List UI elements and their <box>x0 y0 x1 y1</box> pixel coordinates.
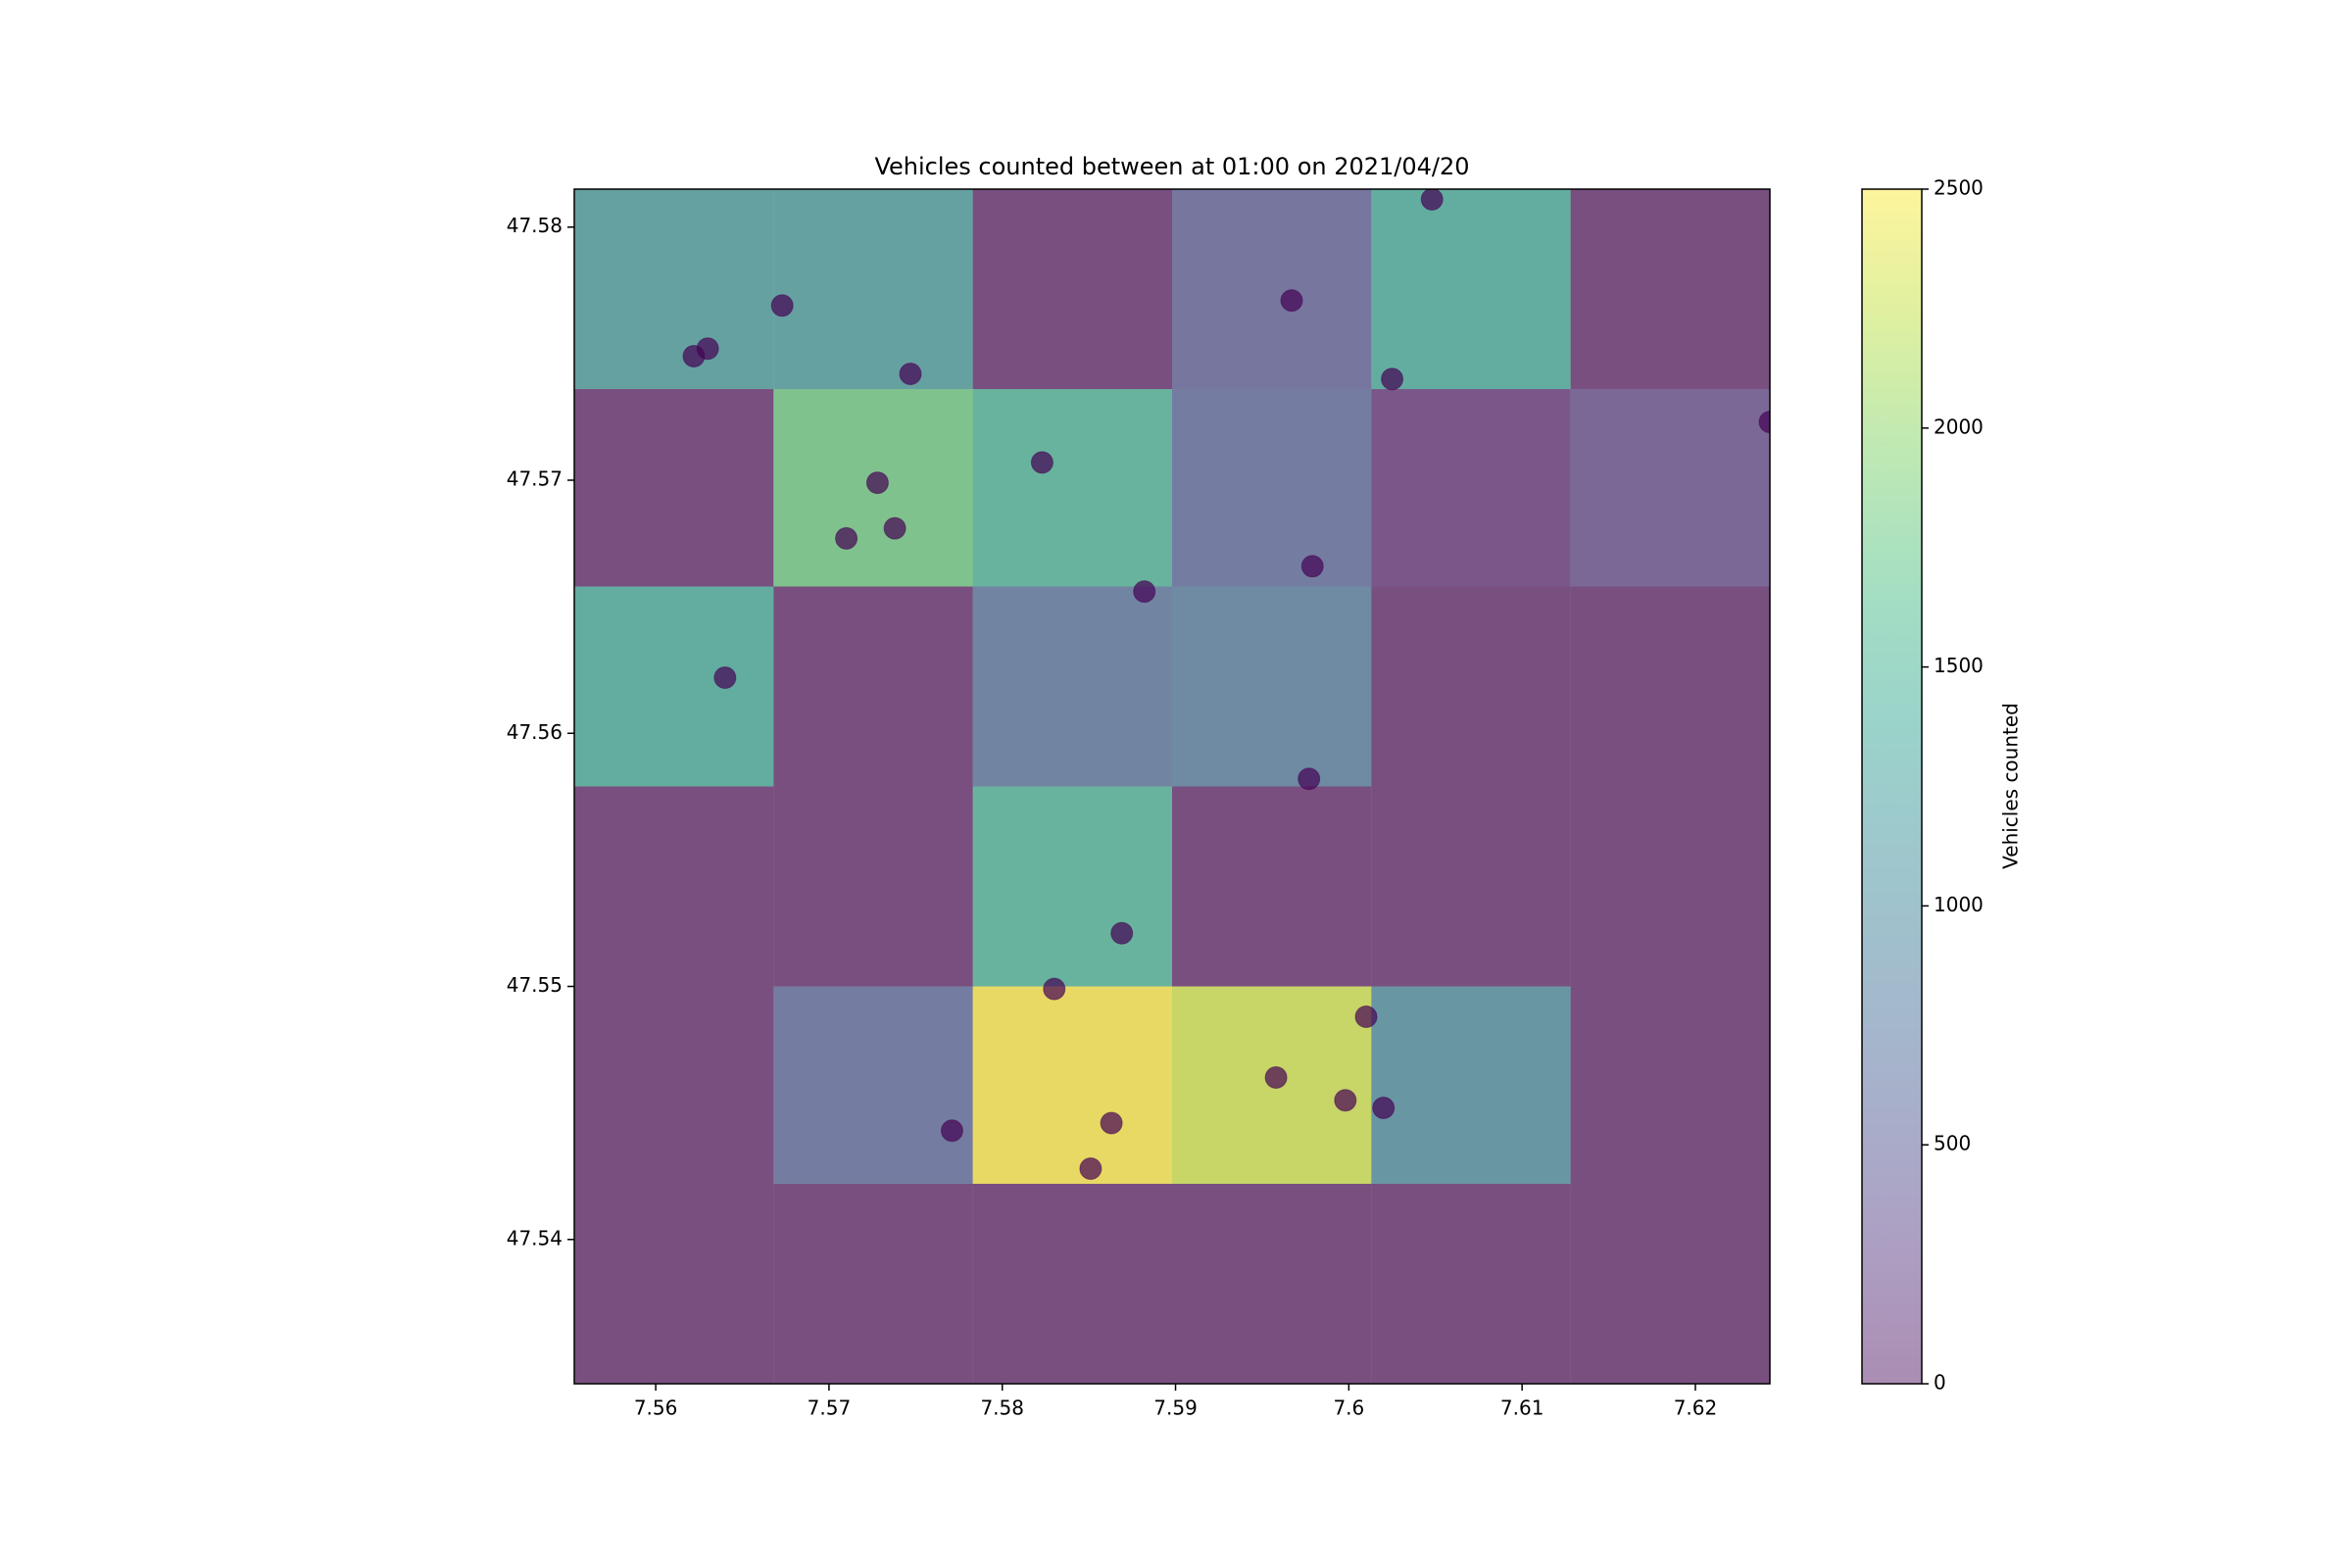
heat-cell <box>1172 389 1372 587</box>
chart-title: Vehicles counted between at 01:00 on 202… <box>874 153 1469 180</box>
sensor-point <box>1354 1005 1378 1029</box>
heat-cell <box>1371 586 1571 787</box>
sensor-point <box>1030 451 1054 474</box>
heat-cell <box>1172 786 1372 987</box>
sensor-point <box>899 363 922 386</box>
x-tick-label: 7.58 <box>980 1396 1024 1420</box>
sensor-point <box>1079 1156 1102 1180</box>
heat-cell <box>574 1183 774 1384</box>
heat-cell <box>773 586 973 787</box>
sensor-point <box>1420 189 1444 211</box>
plot-area <box>574 189 1770 1384</box>
y-tick-label: 47.57 <box>507 467 563 491</box>
sensor-point <box>682 344 706 368</box>
heat-cell <box>1371 1183 1571 1384</box>
colorbar-tick-label: 1500 <box>1934 654 1984 677</box>
sensor-point <box>1110 921 1134 945</box>
heat-cell <box>972 786 1172 987</box>
sensor-point <box>1334 1089 1357 1112</box>
heat-cell <box>574 189 774 390</box>
x-tick-label: 7.6 <box>1333 1396 1364 1420</box>
sensor-point <box>1758 411 1770 434</box>
colorbar-tick-label: 2000 <box>1934 415 1984 438</box>
heat-cell <box>574 786 774 987</box>
heat-cell <box>773 1183 973 1384</box>
x-tick-label: 7.56 <box>634 1396 678 1420</box>
sensor-point <box>713 665 737 689</box>
heat-cell <box>1172 586 1372 787</box>
heat-cell <box>574 986 774 1184</box>
sensor-point <box>1280 289 1303 313</box>
sensor-point <box>1372 1096 1396 1119</box>
heat-cell <box>1570 786 1770 987</box>
heat-cell <box>972 389 1172 587</box>
sensor-point <box>835 526 858 550</box>
heat-cell <box>1371 786 1571 987</box>
colorbar-label: Vehicles counted <box>1999 703 2023 869</box>
heat-cell <box>773 786 973 987</box>
heat-cell <box>972 586 1172 787</box>
sensor-point <box>1100 1111 1123 1135</box>
colorbar <box>1861 188 1923 1385</box>
x-tick-label: 7.57 <box>808 1396 852 1420</box>
heat-cell <box>1570 189 1770 390</box>
sensor-point <box>770 294 794 318</box>
heat-cell <box>1172 1183 1372 1384</box>
heat-cell <box>1371 389 1571 587</box>
colorbar-tick-label: 500 <box>1934 1132 1971 1155</box>
sensor-point <box>865 471 889 495</box>
colorbar-tick-label: 0 <box>1934 1371 1946 1395</box>
colorbar-tick-label: 2500 <box>1934 176 1984 200</box>
heat-cell <box>773 986 973 1184</box>
sensor-point <box>940 1119 963 1143</box>
heat-cell <box>972 189 1172 390</box>
heat-cell <box>1371 189 1571 390</box>
sensor-point <box>1264 1066 1288 1090</box>
heat-cell <box>1371 986 1571 1184</box>
sensor-point <box>1381 368 1404 391</box>
heat-cell <box>1570 986 1770 1184</box>
heat-cell <box>574 389 774 587</box>
sensor-point <box>1300 555 1324 578</box>
heat-cell <box>1570 389 1770 587</box>
x-tick-label: 7.61 <box>1500 1396 1544 1420</box>
heat-cell <box>1570 586 1770 787</box>
heat-cell <box>773 189 973 390</box>
y-tick-label: 47.58 <box>507 214 563 237</box>
sensor-point <box>1043 977 1066 1001</box>
heat-cell <box>1570 1183 1770 1384</box>
sensor-point <box>883 516 906 540</box>
x-tick-label: 7.59 <box>1153 1396 1198 1420</box>
y-tick-label: 47.56 <box>507 720 563 744</box>
colorbar-tick-label: 1000 <box>1934 893 1984 916</box>
x-tick-label: 7.62 <box>1674 1396 1718 1420</box>
heat-cell <box>972 986 1172 1184</box>
heat-cell <box>1172 189 1372 390</box>
y-tick-label: 47.55 <box>507 973 563 997</box>
sensor-point <box>1298 767 1321 791</box>
heat-cell <box>972 1183 1172 1384</box>
y-tick-label: 47.54 <box>507 1226 563 1250</box>
plot-frame <box>573 188 1771 1385</box>
sensor-point <box>1133 580 1156 604</box>
heat-cell <box>574 586 774 787</box>
